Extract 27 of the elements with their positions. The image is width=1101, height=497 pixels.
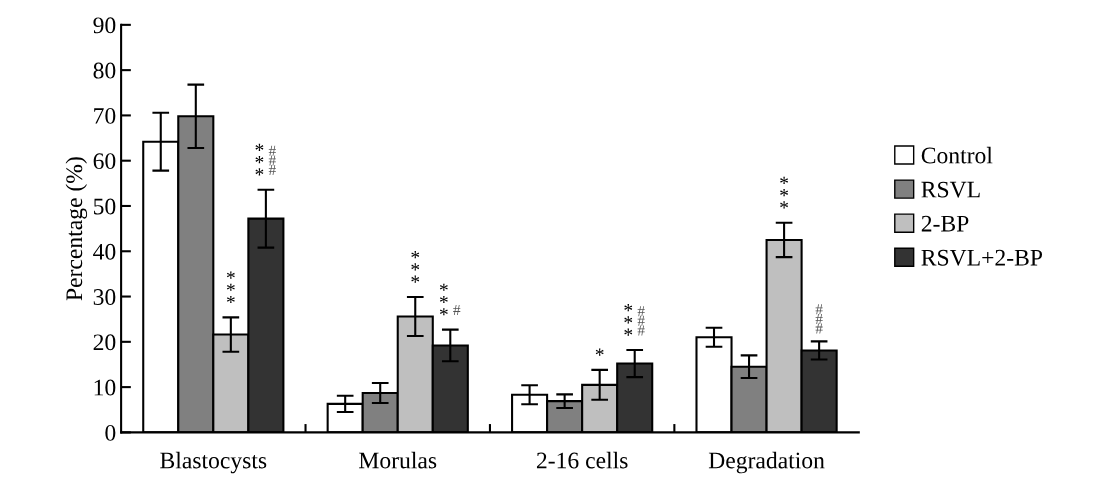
data-label: *** # bbox=[439, 283, 461, 316]
y-tick-label: 0 bbox=[105, 424, 116, 441]
legend-label: RSVL+2-BP bbox=[921, 249, 1043, 266]
data-label: *** ### bbox=[624, 304, 645, 336]
y-tick-label: 60 bbox=[93, 153, 116, 170]
y-tick-label: 30 bbox=[93, 289, 116, 305]
data-label: *** ### bbox=[255, 143, 276, 176]
y-tick-label: 50 bbox=[94, 198, 116, 215]
legend-label: Control bbox=[921, 146, 993, 164]
y-tick-label: 70 bbox=[94, 107, 116, 124]
y-tick-label: 10 bbox=[94, 379, 116, 396]
x-tick-label: Degradation bbox=[708, 451, 825, 474]
y-tick-label: 90 bbox=[93, 17, 116, 34]
y-tick-label: 20 bbox=[93, 334, 116, 351]
data-label: *** bbox=[411, 251, 420, 283]
x-tick-label: Blastocysts bbox=[160, 451, 267, 474]
y-tick-label: 80 bbox=[93, 62, 116, 79]
data-label: * bbox=[595, 348, 604, 356]
legend-label: RSVL bbox=[921, 181, 980, 198]
legend-label: 2-BP bbox=[921, 215, 969, 232]
x-tick-label: Morulas bbox=[359, 451, 437, 469]
y-axis-title: Percentage (%) bbox=[65, 157, 88, 301]
data-label: *** bbox=[226, 271, 235, 304]
y-tick-label: 40 bbox=[93, 243, 116, 260]
data-label: *** bbox=[780, 176, 789, 209]
data-label: ### bbox=[815, 304, 823, 334]
x-tick-label: 2-16 cells bbox=[536, 451, 628, 469]
